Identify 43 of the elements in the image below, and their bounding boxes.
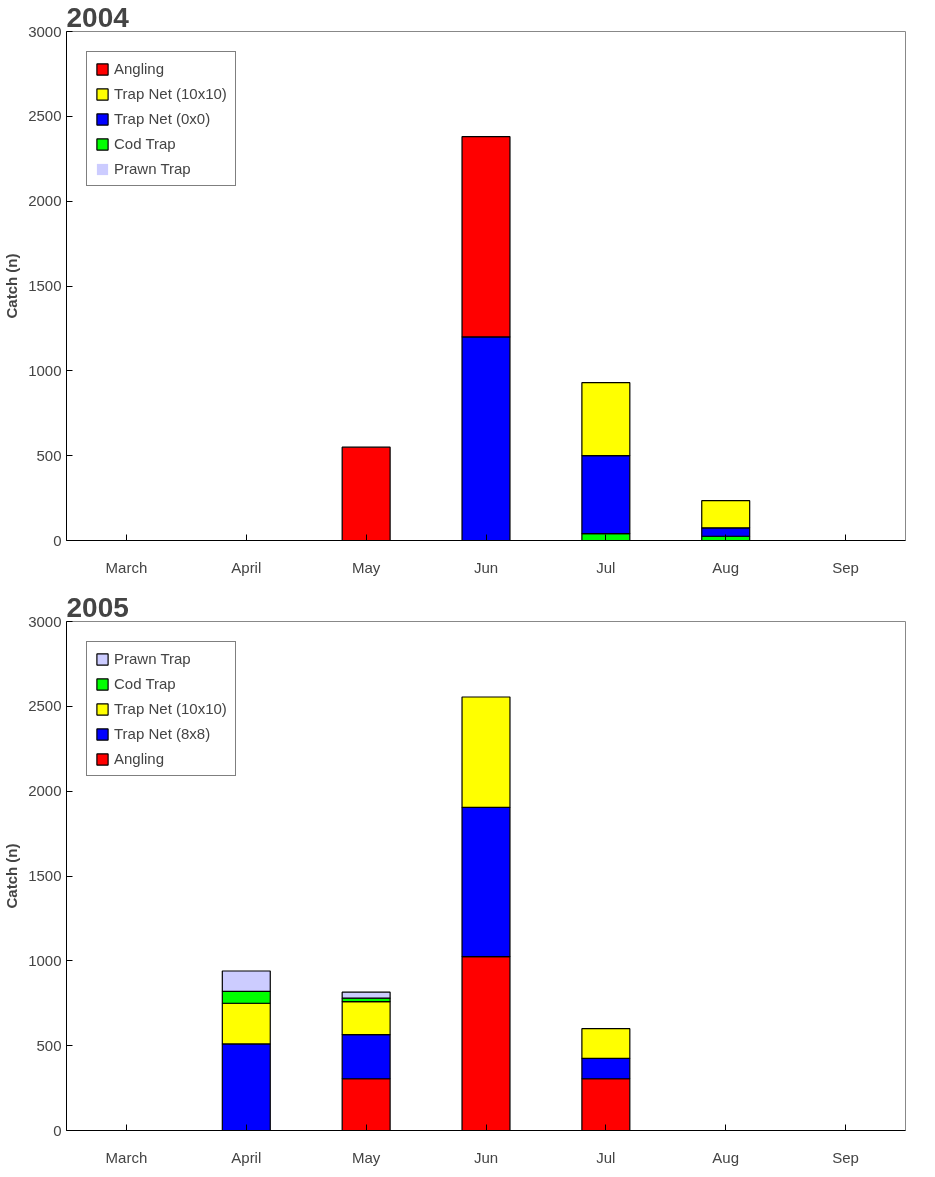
y-tick-label: 1000 [28,951,62,969]
x-tick-label: March [105,1148,148,1166]
x-tick-label: Sep [832,1148,859,1166]
y-tick-label: 2000 [28,192,62,210]
y-tick-label: 1500 [28,867,62,884]
x-tick-label: Aug [712,558,740,576]
legend-label: Angling [114,60,165,77]
x-tick-label: May [351,558,381,576]
legend-label: Trap Net (10x10) [114,85,227,102]
y-axis-title: Catch (n) [3,253,21,319]
y-tick-label: 500 [36,446,62,464]
y-tick-label: 500 [36,1036,62,1054]
bar [341,991,391,999]
y-tick-label: 2500 [28,107,62,125]
y-axis-title: Catch (n) [3,843,21,909]
legend-label: Trap Net (8x8) [114,725,211,742]
legend-label: Angling [114,750,165,767]
x-tick-label: Jul [596,1148,616,1166]
x-tick-label: Jun [473,558,499,576]
y-tick-label: 0 [53,531,62,549]
x-tick-label: May [351,1148,381,1166]
legend-label: Cod Trap [114,135,176,152]
legend-label: Prawn Trap [114,160,191,177]
legend-label: Cod Trap [114,675,176,692]
y-tick-label: 3000 [28,22,62,40]
legend-label: Trap Net (10x10) [114,700,227,717]
chart-title: 2005 [66,591,129,623]
x-tick-label: March [105,558,148,576]
legend-label: Trap Net (0x0) [114,110,211,127]
y-tick-label: 0 [53,1121,62,1139]
y-tick-label: 2500 [28,697,62,715]
legend-label: Prawn Trap [114,650,191,667]
y-tick-label: 1500 [28,277,62,294]
y-tick-label: 1000 [28,361,62,379]
x-tick-label: Jun [473,1148,499,1166]
x-tick-label: Aug [712,1148,740,1166]
y-tick-label: 3000 [28,612,62,630]
y-tick-label: 2000 [28,782,62,800]
x-tick-label: April [231,1148,262,1166]
x-tick-label: Jul [596,558,616,576]
x-tick-label: Sep [832,558,859,576]
x-tick-label: April [231,558,262,576]
chart-title: 2004 [66,1,130,33]
